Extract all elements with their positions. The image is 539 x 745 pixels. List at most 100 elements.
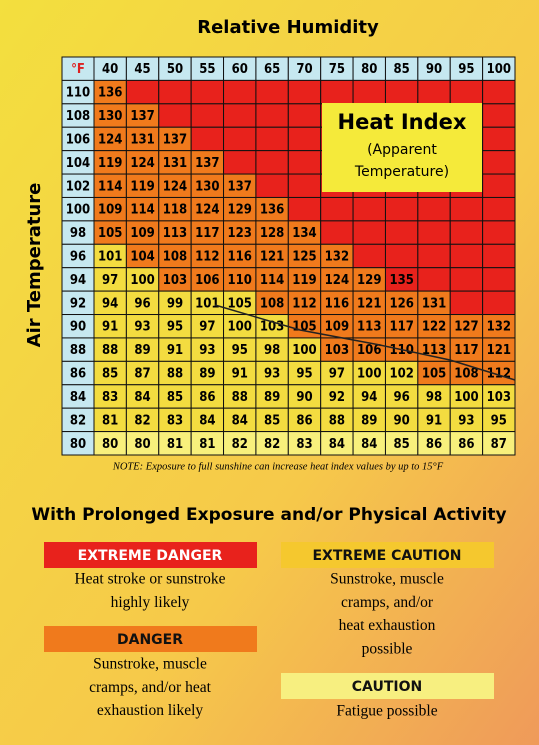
heat-index-value: 136 xyxy=(260,203,284,218)
column-header: 90 xyxy=(426,62,442,77)
heat-index-value: 136 xyxy=(98,86,122,101)
cell-bg xyxy=(158,79,192,105)
cell-bg xyxy=(190,103,225,128)
heat-index-value: 100 xyxy=(454,390,478,405)
row-header: 82 xyxy=(70,413,86,428)
cell-bg xyxy=(417,196,451,222)
column-header: 45 xyxy=(134,62,150,77)
heat-index-value: 109 xyxy=(325,320,349,335)
cell-bg xyxy=(223,126,257,152)
heat-index-value: 91 xyxy=(167,343,183,358)
heat-index-value: 84 xyxy=(361,437,377,452)
heat-index-value: 100 xyxy=(292,343,316,358)
heat-index-value: 81 xyxy=(199,437,215,452)
heat-index-value: 123 xyxy=(228,226,252,241)
heat-index-value: 137 xyxy=(130,109,154,124)
heat-index-value: 135 xyxy=(389,273,413,288)
cell-bg xyxy=(449,196,484,222)
cell-bg xyxy=(417,243,451,269)
heat-index-value: 100 xyxy=(228,320,252,335)
heat-index-value: 94 xyxy=(361,390,377,405)
heat-index-value: 83 xyxy=(167,413,183,428)
cell-bg xyxy=(449,79,484,105)
cell-bg xyxy=(190,79,225,105)
heat-index-value: 117 xyxy=(195,226,219,241)
heat-index-value: 131 xyxy=(130,132,154,147)
heat-index-value: 87 xyxy=(491,437,507,452)
cell-bg xyxy=(482,150,516,175)
row-header: 90 xyxy=(70,320,86,335)
cell-bg xyxy=(287,196,322,222)
heat-index-value: 82 xyxy=(264,437,280,452)
heat-index-value: 88 xyxy=(329,413,345,428)
cell-bg xyxy=(482,196,516,222)
heat-index-value: 116 xyxy=(228,250,252,265)
heat-index-value: 113 xyxy=(422,343,446,358)
heat-index-value: 103 xyxy=(325,343,349,358)
heat-index-value: 112 xyxy=(292,296,316,311)
heat-index-value: 91 xyxy=(426,413,442,428)
heat-index-value: 80 xyxy=(102,437,118,452)
heat-index-value: 90 xyxy=(394,413,410,428)
legend-description: highly likely xyxy=(111,594,190,611)
heat-index-value: 88 xyxy=(232,390,248,405)
cell-bg xyxy=(287,79,322,105)
cell-bg xyxy=(482,173,516,198)
heat-index-value: 119 xyxy=(130,179,154,194)
cell-bg xyxy=(482,431,516,456)
heat-index-value: 121 xyxy=(487,343,511,358)
heat-index-value: 87 xyxy=(134,367,150,382)
row-header: 104 xyxy=(66,156,90,171)
callout-subtitle: Temperature) xyxy=(354,164,449,180)
cell-bg xyxy=(352,243,386,269)
heat-index-value: 80 xyxy=(134,437,150,452)
heat-index-value: 99 xyxy=(167,296,183,311)
legend-box xyxy=(281,542,494,568)
heat-index-value: 108 xyxy=(260,296,284,311)
heat-index-value: 134 xyxy=(292,226,316,241)
row-header: 80 xyxy=(70,437,86,452)
heat-index-value: 129 xyxy=(357,273,381,288)
heat-index-value: 118 xyxy=(163,203,187,218)
heat-index-value: 116 xyxy=(325,296,349,311)
legend-description: Sunstroke, muscle xyxy=(330,571,444,588)
title: Relative Humidity xyxy=(197,17,379,38)
boundary-line xyxy=(214,304,516,381)
cell-bg xyxy=(255,126,289,152)
heat-index-value: 132 xyxy=(487,320,511,335)
cell-bg xyxy=(417,267,451,292)
heat-index-value: 103 xyxy=(487,390,511,405)
heat-index-value: 106 xyxy=(195,273,219,288)
cell-bg xyxy=(482,290,516,316)
heat-index-value: 96 xyxy=(134,296,150,311)
heat-index-value: 105 xyxy=(292,320,316,335)
cell-bg xyxy=(384,196,419,222)
cell-bg xyxy=(449,267,484,292)
heat-index-value: 85 xyxy=(102,367,118,382)
corner-label: °F xyxy=(71,62,85,77)
cell-bg xyxy=(449,243,484,269)
heat-index-value: 108 xyxy=(163,250,187,265)
heat-index-value: 119 xyxy=(292,273,316,288)
heat-index-value: 89 xyxy=(361,413,377,428)
heat-index-value: 124 xyxy=(130,156,154,171)
legend-title: With Prolonged Exposure and/or Physical … xyxy=(31,505,506,525)
cell-bg xyxy=(320,79,354,105)
legend-box xyxy=(44,626,257,652)
legend-description: heat exhaustion xyxy=(339,617,436,634)
cell-bg xyxy=(417,220,451,245)
callout-title: Heat Index xyxy=(338,110,467,134)
heat-index-value: 97 xyxy=(199,320,215,335)
heat-index-value: 81 xyxy=(167,437,183,452)
cell-bg xyxy=(482,126,516,152)
cell-bg xyxy=(352,79,386,105)
row-header: 94 xyxy=(70,273,86,288)
table: °F 40 45 50 55 60 65 70 75 80 85 90 95 100 110 136 108 13… xyxy=(61,56,516,456)
heat-index-value: 88 xyxy=(167,367,183,382)
heat-index-value: 97 xyxy=(102,273,118,288)
heat-index-value: 95 xyxy=(167,320,183,335)
row-header: 100 xyxy=(66,203,90,218)
heat-index-value: 85 xyxy=(167,390,183,405)
heat-index-value: 101 xyxy=(98,250,122,265)
